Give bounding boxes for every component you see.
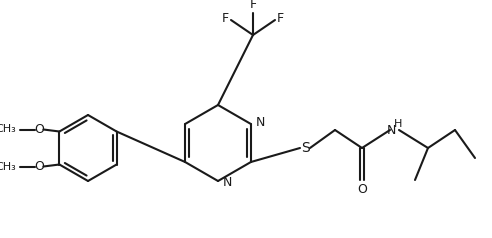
Text: H: H — [394, 119, 402, 129]
Text: CH₃: CH₃ — [0, 162, 16, 172]
Text: CH₃: CH₃ — [0, 124, 16, 134]
Text: F: F — [277, 13, 284, 25]
Text: O: O — [34, 123, 44, 136]
Text: N: N — [386, 124, 396, 137]
Text: O: O — [357, 183, 367, 196]
Text: F: F — [222, 13, 229, 25]
Text: N: N — [223, 175, 232, 188]
Text: O: O — [34, 160, 44, 173]
Text: S: S — [301, 141, 309, 155]
Text: F: F — [249, 0, 256, 11]
Text: N: N — [256, 116, 265, 129]
